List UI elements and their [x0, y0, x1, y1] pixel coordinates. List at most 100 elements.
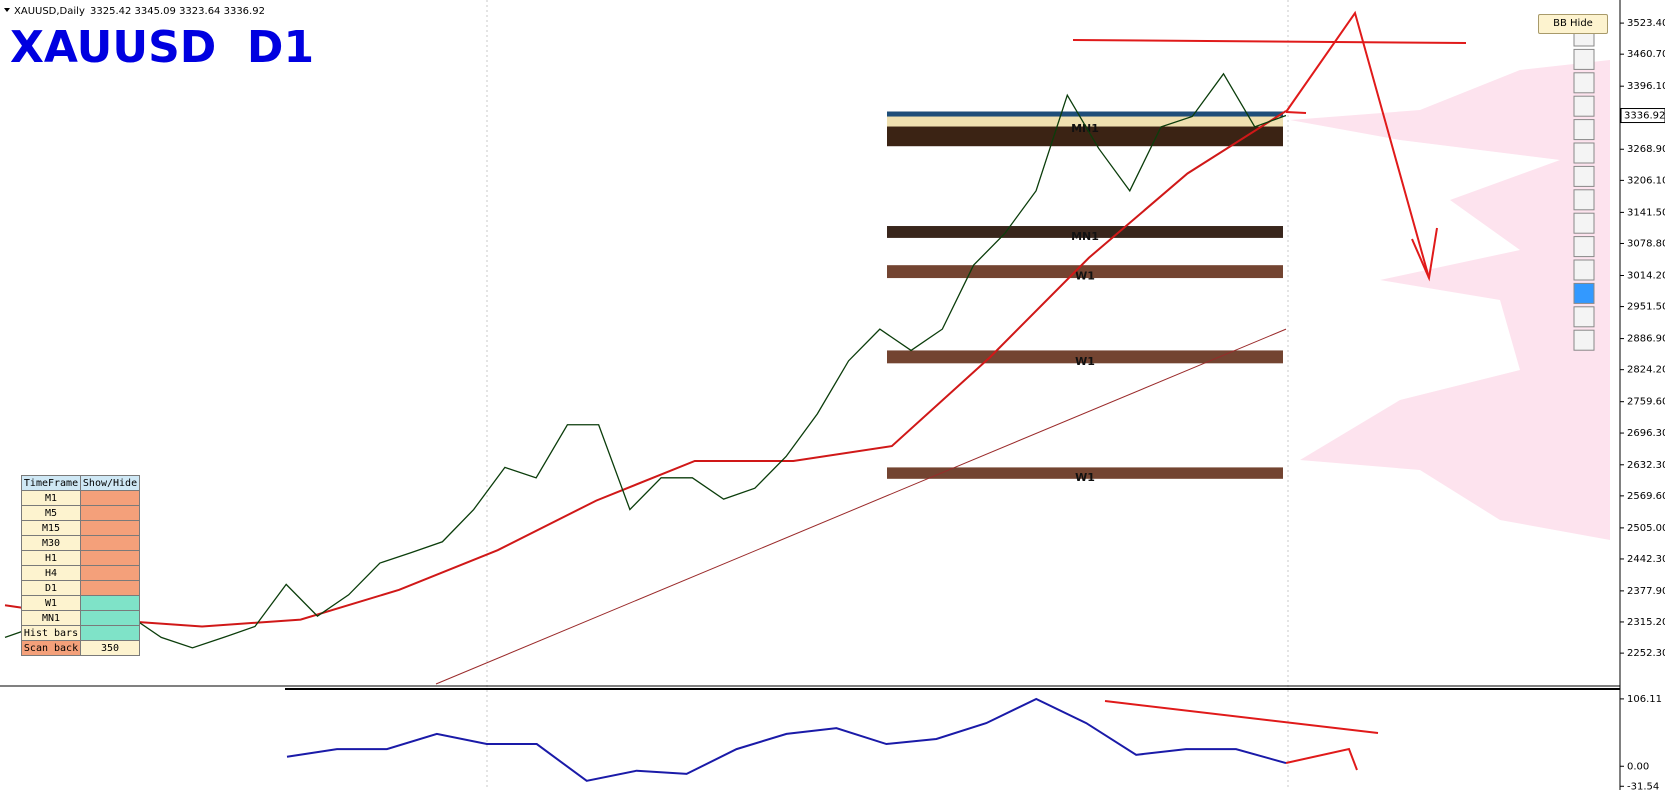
timeframe-label: H4 — [21, 565, 81, 581]
toolbar-button[interactable] — [1573, 236, 1595, 258]
ohlc-info: 3325.42 3345.09 3323.64 3336.92 — [90, 6, 265, 17]
volume-profile — [1290, 60, 1610, 540]
indicator-tick-label: 106.11 — [1627, 694, 1662, 705]
show-hide-toggle[interactable] — [80, 550, 140, 566]
y-tick-label: 2505.00 — [1627, 523, 1665, 534]
panel-row: Hist bars — [21, 625, 140, 641]
indicator-line — [286, 697, 1287, 782]
y-tick-label: 2442.30 — [1627, 554, 1665, 565]
chart-title: XAUUSD D1 — [10, 22, 314, 73]
toolbar-button[interactable] — [1573, 329, 1595, 351]
y-tick-label: 2252.30 — [1627, 648, 1665, 659]
toolbar-button[interactable] — [1573, 212, 1595, 234]
zone-band — [887, 116, 1283, 127]
panel-row: M30 — [21, 535, 140, 551]
timeframe-label: M1 — [21, 490, 81, 506]
show-hide-toggle[interactable] — [80, 580, 140, 596]
y-tick-label: 2759.60 — [1627, 397, 1665, 408]
hist-toggle[interactable] — [80, 625, 140, 641]
zone-label: MN1 — [1071, 230, 1099, 243]
y-tick-label: 2632.30 — [1627, 460, 1665, 471]
toolbar-button[interactable] — [1573, 95, 1595, 117]
current-price-label: 3336.92 — [1624, 111, 1665, 122]
toolbar-button[interactable] — [1573, 142, 1595, 164]
symbol-info: XAUUSD,Daily — [14, 6, 85, 17]
show-hide-toggle[interactable] — [80, 535, 140, 551]
long-ma-line — [435, 328, 1287, 685]
y-tick-label: 2951.50 — [1627, 302, 1665, 313]
price-marker — [1285, 111, 1307, 114]
toolbar-button[interactable] — [1573, 48, 1595, 70]
y-tick-label: 3078.80 — [1627, 238, 1665, 249]
panel-row: D1 — [21, 580, 140, 596]
zone-label: MN1 — [1071, 122, 1099, 135]
menu-arrow[interactable] — [4, 8, 10, 12]
zone-label: W1 — [1075, 355, 1095, 368]
zone-label: W1 — [1075, 270, 1095, 283]
price-line — [4, 72, 1287, 649]
y-tick-label: 2696.30 — [1627, 428, 1665, 439]
panel-header: Show/Hide — [80, 475, 140, 491]
zone — [887, 467, 1283, 479]
toolbar-button[interactable] — [1573, 72, 1595, 94]
y-tick-label: 3014.20 — [1627, 270, 1665, 281]
y-tick-label: 2886.90 — [1627, 334, 1665, 345]
panel-row: M5 — [21, 505, 140, 521]
forecast-path — [1285, 10, 1430, 279]
y-tick-label: 3141.50 — [1627, 207, 1665, 218]
scan-label: Scan back — [21, 640, 81, 656]
toolbar-button[interactable] — [1573, 119, 1595, 141]
y-tick-label: 3523.40 — [1627, 18, 1665, 29]
y-tick-label: 2377.90 — [1627, 586, 1665, 597]
zone — [887, 265, 1283, 279]
hist-label: Hist bars — [21, 625, 81, 641]
panel-row: Scan back 350 — [21, 640, 140, 656]
annotations — [1072, 10, 1467, 771]
toolbar-button[interactable] — [1573, 165, 1595, 187]
y-tick-label: 3206.10 — [1627, 175, 1665, 186]
toolbar-button[interactable] — [1573, 259, 1595, 281]
divergence-line — [1104, 700, 1379, 734]
timeframe-label: M5 — [21, 505, 81, 521]
timeframe-label: MN1 — [21, 610, 81, 626]
panel-row: MN1 — [21, 610, 140, 626]
show-hide-toggle[interactable] — [80, 520, 140, 536]
zone — [887, 226, 1283, 238]
toolbar-button[interactable] — [1573, 282, 1595, 304]
resistance-line — [1072, 39, 1467, 44]
panel-row: TimeFrame Show/Hide — [21, 475, 140, 491]
show-hide-toggle[interactable] — [80, 505, 140, 521]
y-tick-label: 2824.20 — [1627, 365, 1665, 376]
panel-row: M15 — [21, 520, 140, 536]
timeframe-label: H1 — [21, 550, 81, 566]
indicator-tick-label: 0.00 — [1627, 761, 1649, 772]
zone-band — [887, 111, 1283, 117]
show-hide-toggle[interactable] — [80, 565, 140, 581]
y-tick-label: 3396.10 — [1627, 81, 1665, 92]
toolbar-button[interactable] — [1573, 189, 1595, 211]
show-hide-toggle[interactable] — [80, 595, 140, 611]
y-tick-label: 3268.90 — [1627, 144, 1665, 155]
panel-row: H4 — [21, 565, 140, 581]
panel-row: M1 — [21, 490, 140, 506]
ma-line — [4, 110, 1287, 628]
toolbar-button[interactable] — [1573, 306, 1595, 328]
show-hide-toggle[interactable] — [80, 610, 140, 626]
forecast-arrow — [1411, 227, 1438, 282]
panel-row: W1 — [21, 595, 140, 611]
timeframe-label: W1 — [21, 595, 81, 611]
y-tick-label: 2569.60 — [1627, 491, 1665, 502]
timeframe-panel: TimeFrame Show/Hide M1 M5 M15 M30 H1 H4 D1 W1 MN1 H… — [21, 475, 140, 656]
timeframe-label: M30 — [21, 535, 81, 551]
y-tick-label: 2315.20 — [1627, 617, 1665, 628]
show-hide-toggle[interactable] — [80, 490, 140, 506]
y-tick-label: 3460.70 — [1627, 49, 1665, 60]
panel-row: H1 — [21, 550, 140, 566]
scan-value[interactable]: 350 — [80, 640, 140, 656]
bb-hide-button[interactable]: BB Hide — [1538, 14, 1608, 34]
zone-label: W1 — [1075, 471, 1095, 484]
timeframe-label: D1 — [21, 580, 81, 596]
timeframe-label: M15 — [21, 520, 81, 536]
